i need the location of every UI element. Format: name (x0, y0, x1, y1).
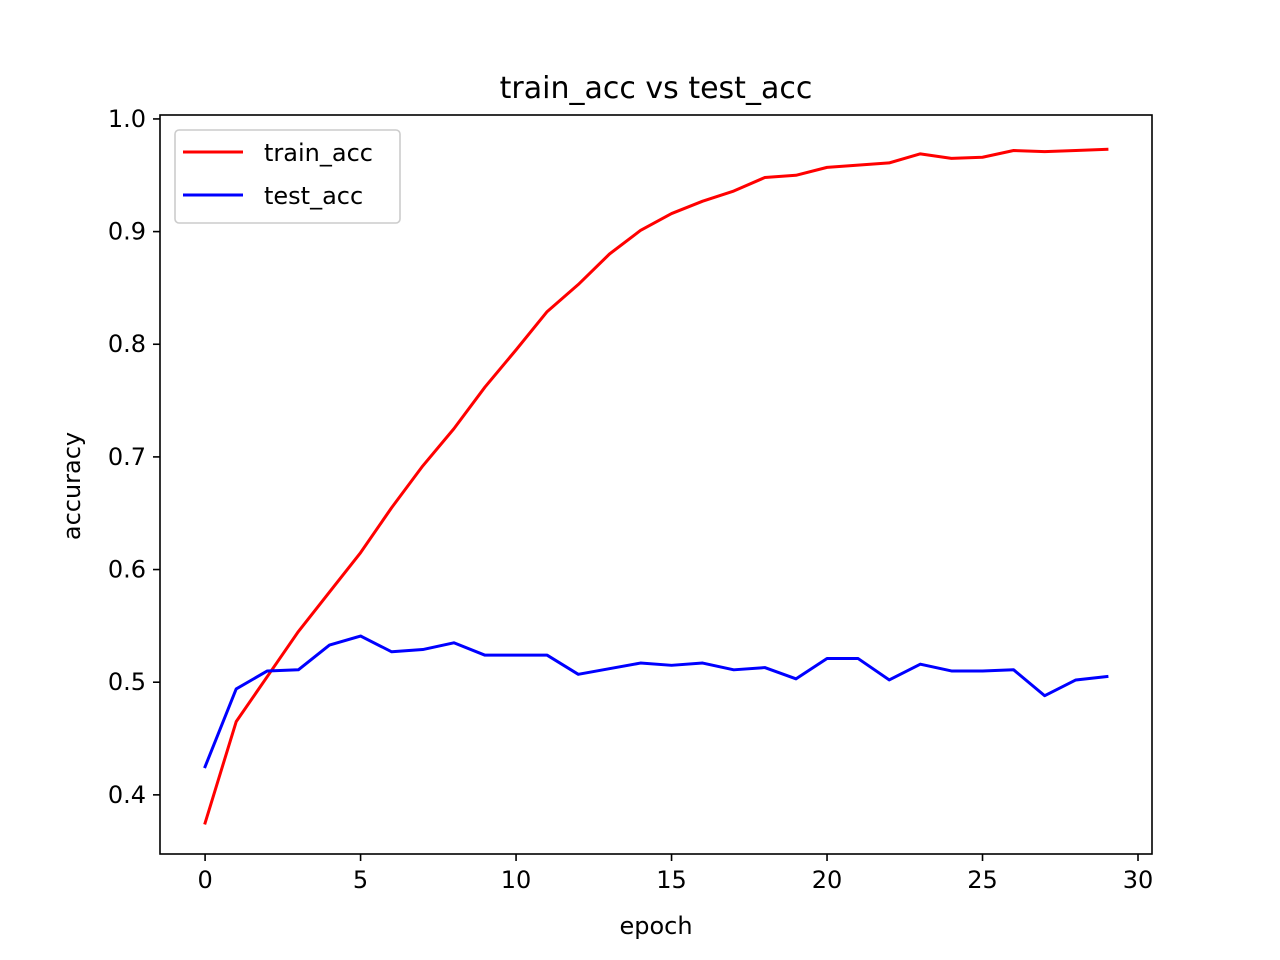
x-tick-label: 15 (656, 866, 687, 894)
y-tick-label: 0.6 (108, 556, 146, 584)
y-tick-label: 0.5 (108, 668, 146, 696)
x-tick-label: 30 (1123, 866, 1154, 894)
legend: train_acc test_acc (174, 129, 401, 224)
x-tick-label: 10 (501, 866, 532, 894)
y-tick-label: 0.4 (108, 781, 146, 809)
x-tick-label: 25 (967, 866, 998, 894)
x-tick-label: 5 (353, 866, 368, 894)
series-line-test-acc (203, 634, 1109, 769)
x-axis: 0 5 10 15 20 25 30 (197, 854, 1153, 894)
y-axis: 0.4 0.5 0.6 0.7 0.8 0.9 1.0 (108, 105, 160, 809)
y-tick-label: 0.9 (108, 218, 146, 246)
y-tick-label: 0.8 (108, 330, 146, 358)
y-tick-label: 0.7 (108, 443, 146, 471)
x-tick-label: 20 (812, 866, 843, 894)
x-axis-label: epoch (619, 912, 692, 940)
legend-label-train-acc: train_acc (264, 139, 373, 167)
legend-label-test-acc: test_acc (264, 182, 363, 210)
plot-area (160, 115, 1152, 854)
plot-frame (159, 114, 1153, 855)
x-tick-label: 0 (197, 866, 212, 894)
series-lines (203, 147, 1109, 825)
y-tick-label: 1.0 (108, 105, 146, 133)
series-line-train-acc (203, 147, 1109, 825)
y-axis-label: accuracy (58, 432, 86, 540)
chart-title: train_acc vs test_acc (500, 71, 813, 106)
